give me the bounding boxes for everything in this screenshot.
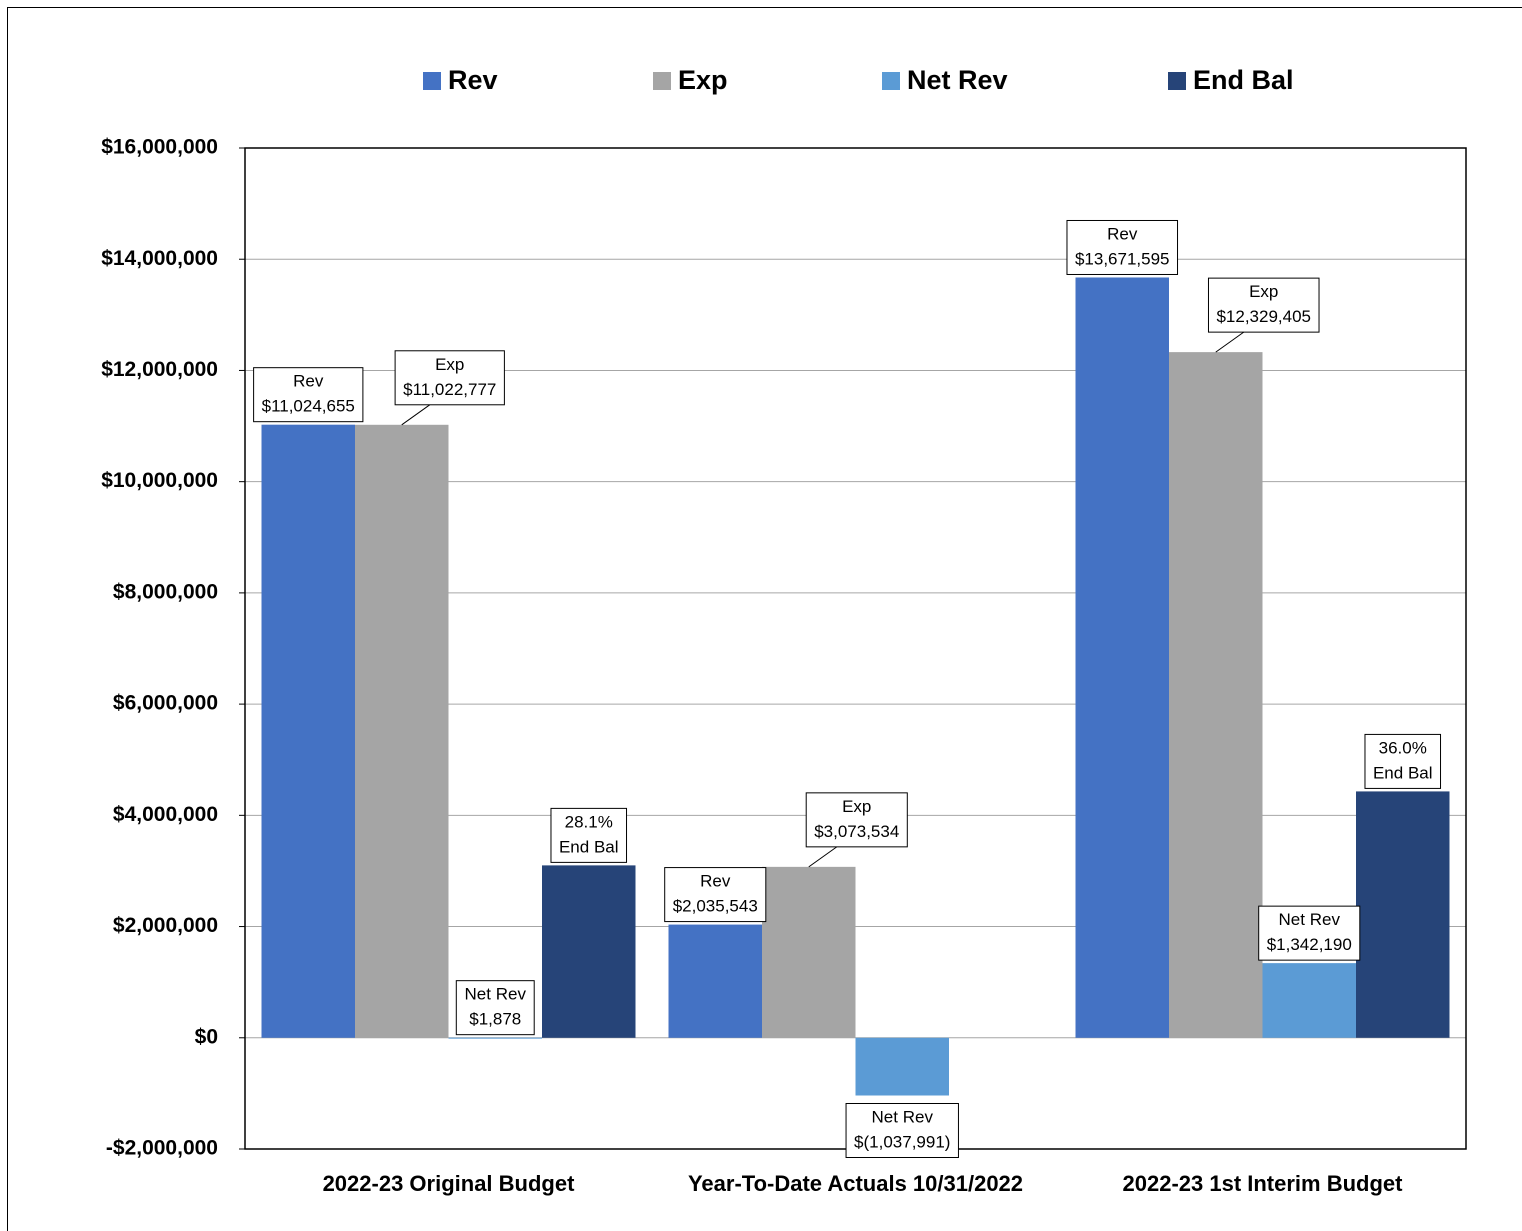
- data-label: Exp $11,022,777: [394, 350, 505, 426]
- data-label: Exp $12,329,405: [1207, 277, 1320, 353]
- data-label-text: 36.0% End Bal: [1373, 739, 1433, 783]
- data-label-line: Rev: [700, 872, 731, 891]
- data-label-line: End Bal: [1373, 764, 1433, 783]
- y-tick-label: $14,000,000: [101, 247, 218, 270]
- data-label-text: Net Rev $1,878: [465, 985, 527, 1029]
- x-tick-label: Year-To-Date Actuals 10/31/2022: [688, 1171, 1023, 1196]
- data-label-box: [253, 367, 364, 423]
- data-label-text: Exp $11,022,777: [403, 355, 496, 399]
- data-label-line: $12,329,405: [1216, 308, 1311, 327]
- data-label: Exp $3,073,534: [805, 792, 908, 868]
- data-label-line: End Bal: [559, 838, 619, 857]
- data-label-line: Exp: [435, 355, 464, 374]
- bar: [668, 924, 762, 1038]
- data-label-text: Net Rev $(1,037,991): [854, 1108, 950, 1152]
- legend-swatch: [423, 72, 441, 90]
- data-label: Rev $2,035,543: [664, 867, 767, 923]
- data-label: 28.1% End Bal: [550, 807, 628, 863]
- legend-swatch: [653, 72, 671, 90]
- bar: [542, 865, 636, 1038]
- bar: [1075, 277, 1169, 1038]
- leader-line: [1215, 331, 1245, 353]
- data-label-line: Rev: [293, 372, 324, 391]
- data-label-line: $(1,037,991): [854, 1133, 950, 1152]
- data-label-box: [1364, 733, 1442, 789]
- legend-label: Rev: [448, 65, 498, 95]
- bar: [355, 424, 449, 1038]
- data-label-line: Net Rev: [465, 985, 527, 1004]
- data-label-line: Net Rev: [1279, 911, 1341, 930]
- data-label-text: Exp $12,329,405: [1216, 283, 1311, 327]
- data-label-box: [1258, 905, 1361, 961]
- y-tick-label: $4,000,000: [113, 803, 218, 826]
- data-label-text: Net Rev $1,342,190: [1267, 911, 1352, 955]
- y-tick-label: -$2,000,000: [106, 1137, 218, 1160]
- y-tick-label: $0: [195, 1025, 218, 1048]
- bar: [855, 1037, 949, 1096]
- data-label: Net Rev $1,342,190: [1258, 905, 1361, 961]
- legend-label: Exp: [678, 65, 728, 95]
- bar: [448, 1037, 542, 1039]
- y-tick-label: $6,000,000: [113, 692, 218, 715]
- data-label-box: [845, 1103, 959, 1159]
- data-label-line: $1,342,190: [1267, 936, 1352, 955]
- data-label-box: [394, 350, 505, 406]
- data-label: Rev $11,024,655: [253, 367, 364, 423]
- y-tick-label: $2,000,000: [113, 914, 218, 937]
- data-label-line: Exp: [1249, 283, 1278, 302]
- data-label-line: 36.0%: [1379, 739, 1427, 758]
- data-label-box: [805, 792, 908, 848]
- data-label: Net Rev $(1,037,991): [845, 1103, 959, 1159]
- data-label-box: [550, 807, 628, 863]
- data-label-box: [455, 980, 535, 1036]
- data-label-line: $13,671,595: [1075, 250, 1170, 269]
- leader-line: [401, 404, 431, 426]
- x-tick-label: 2022-23 Original Budget: [323, 1171, 576, 1196]
- data-label-line: $3,073,534: [814, 822, 899, 841]
- data-label-line: Exp: [842, 797, 871, 816]
- data-label-line: $11,022,777: [403, 380, 496, 399]
- data-label-text: 28.1% End Bal: [559, 813, 619, 857]
- x-tick-label: 2022-23 1st Interim Budget: [1123, 1171, 1404, 1196]
- bar: [1169, 352, 1263, 1038]
- data-label-text: Rev $13,671,595: [1075, 225, 1170, 269]
- data-label-line: $2,035,543: [673, 897, 758, 916]
- legend-swatch: [1168, 72, 1186, 90]
- bar: [762, 866, 856, 1038]
- data-label-line: $11,024,655: [262, 397, 355, 416]
- data-label-text: Exp $3,073,534: [814, 797, 899, 841]
- bar: [1356, 791, 1450, 1038]
- y-tick-label: $16,000,000: [101, 136, 218, 159]
- data-label: 36.0% End Bal: [1364, 733, 1442, 789]
- data-label-box: [664, 867, 767, 923]
- data-label-text: Rev $2,035,543: [673, 872, 758, 916]
- y-tick-label: $10,000,000: [101, 469, 218, 492]
- bar: [261, 424, 355, 1038]
- data-label-line: $1,878: [469, 1010, 521, 1029]
- data-label-box: [1066, 219, 1179, 275]
- chart-frame: [7, 7, 1522, 1231]
- data-label-line: Rev: [1107, 225, 1138, 244]
- data-label-text: Rev $11,024,655: [262, 372, 355, 416]
- legend-swatch: [882, 72, 900, 90]
- data-label: Rev $13,671,595: [1066, 219, 1179, 275]
- bar: [1262, 963, 1356, 1038]
- y-tick-label: $8,000,000: [113, 580, 218, 603]
- leader-line: [808, 846, 838, 868]
- legend-label: End Bal: [1193, 65, 1294, 95]
- data-label-line: Net Rev: [872, 1108, 934, 1127]
- data-label-line: 28.1%: [565, 813, 613, 832]
- data-label-box: [1207, 277, 1320, 333]
- legend-label: Net Rev: [907, 65, 1008, 95]
- y-tick-label: $12,000,000: [101, 358, 218, 381]
- data-label: Net Rev $1,878: [455, 980, 535, 1036]
